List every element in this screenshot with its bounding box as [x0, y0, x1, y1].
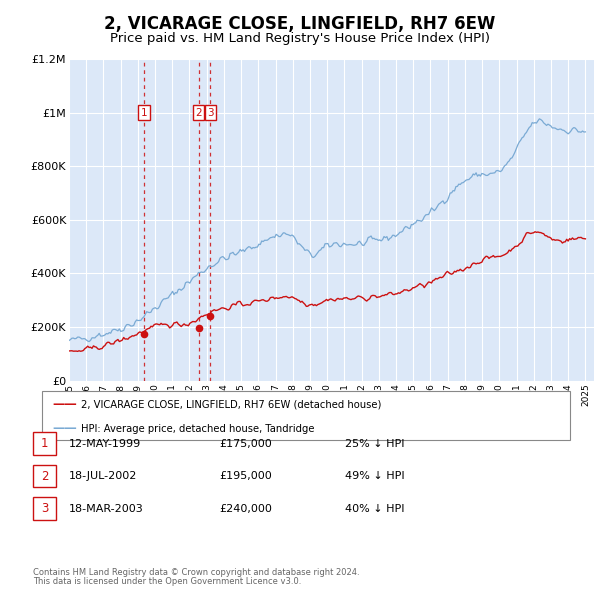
Text: 2: 2	[41, 470, 48, 483]
Text: £240,000: £240,000	[219, 504, 272, 513]
Text: 12-MAY-1999: 12-MAY-1999	[69, 439, 141, 448]
Text: £175,000: £175,000	[219, 439, 272, 448]
Text: 2, VICARAGE CLOSE, LINGFIELD, RH7 6EW (detached house): 2, VICARAGE CLOSE, LINGFIELD, RH7 6EW (d…	[81, 399, 382, 409]
Text: ——: ——	[53, 422, 77, 435]
Text: 2: 2	[196, 107, 202, 117]
Text: Contains HM Land Registry data © Crown copyright and database right 2024.: Contains HM Land Registry data © Crown c…	[33, 568, 359, 577]
Text: 18-JUL-2002: 18-JUL-2002	[69, 471, 137, 481]
Text: 40% ↓ HPI: 40% ↓ HPI	[345, 504, 404, 513]
Text: 1: 1	[141, 107, 148, 117]
Text: This data is licensed under the Open Government Licence v3.0.: This data is licensed under the Open Gov…	[33, 578, 301, 586]
Text: £195,000: £195,000	[219, 471, 272, 481]
Text: 3: 3	[41, 502, 48, 515]
Text: 1: 1	[41, 437, 48, 450]
Text: 49% ↓ HPI: 49% ↓ HPI	[345, 471, 404, 481]
Text: 3: 3	[207, 107, 214, 117]
Text: HPI: Average price, detached house, Tandridge: HPI: Average price, detached house, Tand…	[81, 424, 314, 434]
Text: 2, VICARAGE CLOSE, LINGFIELD, RH7 6EW: 2, VICARAGE CLOSE, LINGFIELD, RH7 6EW	[104, 15, 496, 33]
Text: 18-MAR-2003: 18-MAR-2003	[69, 504, 144, 513]
Text: Price paid vs. HM Land Registry's House Price Index (HPI): Price paid vs. HM Land Registry's House …	[110, 32, 490, 45]
Text: 25% ↓ HPI: 25% ↓ HPI	[345, 439, 404, 448]
Text: ——: ——	[53, 398, 77, 411]
